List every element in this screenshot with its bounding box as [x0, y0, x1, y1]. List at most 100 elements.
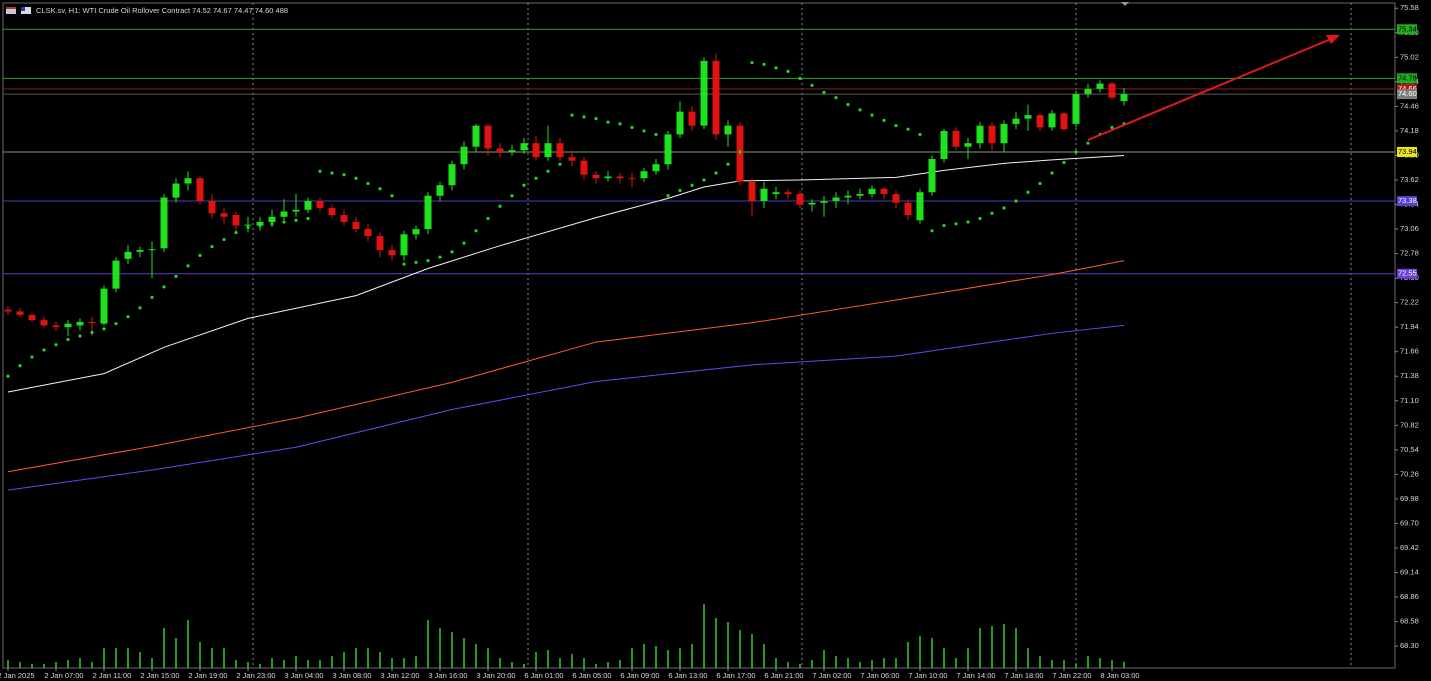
candle-body — [388, 250, 396, 256]
sar-dot — [6, 374, 10, 378]
moving-average — [7, 154, 1125, 393]
candle-body — [868, 188, 876, 195]
candle-body — [28, 314, 36, 321]
candle-body — [880, 188, 888, 195]
candle-body — [76, 321, 84, 326]
candle-body — [784, 192, 792, 195]
icon — [21, 7, 31, 14]
candle-body — [268, 216, 276, 223]
x-tick-label: 2 Jan 19:00 — [188, 671, 227, 680]
sar-dot — [762, 62, 766, 66]
x-tick-label: 6 Jan 01:00 — [524, 671, 563, 680]
sar-dot — [1050, 171, 1054, 175]
candle-body — [832, 197, 840, 202]
sar-dot — [870, 113, 874, 117]
candle-body — [244, 224, 252, 226]
icon — [21, 7, 25, 11]
candle-body — [4, 309, 12, 312]
candle-body — [1060, 113, 1068, 130]
sar-dot — [966, 220, 970, 224]
x-tick-label: 6 Jan 21:00 — [764, 671, 803, 680]
sar-dot — [1110, 125, 1114, 130]
sar-dot — [354, 176, 358, 180]
level-label: 74.60 — [1398, 89, 1417, 98]
sar-dot — [1074, 150, 1078, 154]
y-tick-label: 71.94 — [1400, 322, 1419, 331]
sar-dot — [1014, 199, 1018, 203]
sar-dot — [714, 171, 718, 175]
candle-body — [472, 125, 480, 147]
candle-body — [436, 185, 444, 196]
candle-body — [508, 150, 516, 152]
x-tick-label: 6 Jan 13:00 — [668, 671, 707, 680]
candle-body — [808, 202, 816, 205]
sar-dot — [918, 132, 922, 137]
sar-dot — [42, 348, 46, 352]
y-tick-label: 73.62 — [1400, 175, 1419, 184]
candle-body — [532, 143, 540, 158]
candle-body — [172, 183, 180, 198]
x-tick-label: 7 Jan 22:00 — [1052, 671, 1091, 680]
icon — [6, 7, 16, 9]
sar-dot — [438, 255, 442, 259]
candle-body — [376, 236, 384, 251]
sar-dot — [546, 169, 550, 173]
candle-body — [1084, 88, 1092, 95]
candle-body — [88, 321, 96, 323]
sar-dot — [606, 120, 610, 124]
sar-dot — [786, 69, 790, 73]
y-tick-label: 75.58 — [1400, 3, 1419, 12]
candle-body — [52, 325, 60, 328]
candle-body — [424, 195, 432, 230]
sar-dot — [930, 229, 934, 233]
candle-body — [976, 125, 984, 144]
sar-dot — [510, 194, 514, 198]
candle-body — [688, 111, 696, 126]
sar-dot — [210, 244, 214, 249]
candle-body — [1012, 118, 1020, 124]
sar-dot — [402, 262, 406, 266]
icon — [6, 7, 16, 14]
candle-body — [112, 260, 120, 289]
sar-dot — [282, 220, 286, 224]
x-tick-label: 7 Jan 02:00 — [812, 671, 851, 680]
sar-dot — [270, 222, 274, 226]
sar-dot — [450, 250, 454, 254]
level-label: 74.78 — [1398, 73, 1417, 82]
sar-dot — [78, 334, 82, 338]
candle-body — [64, 323, 72, 328]
candle-body — [460, 146, 468, 165]
candle-body — [1096, 83, 1104, 89]
candle-body — [328, 208, 336, 216]
level-label: 72.55 — [1398, 269, 1417, 278]
sar-dot — [174, 274, 178, 278]
candle-body — [160, 197, 168, 249]
candle-body — [412, 229, 420, 235]
candle-body — [604, 176, 612, 179]
x-tick-label: 3 Jan 04:00 — [284, 671, 323, 680]
x-tick-label: 6 Jan 17:00 — [716, 671, 755, 680]
y-tick-label: 72.78 — [1400, 249, 1419, 258]
level-label: 73.94 — [1398, 147, 1417, 156]
candle-body — [724, 125, 732, 135]
sar-dot — [486, 216, 490, 221]
candle-body — [844, 195, 852, 198]
sar-dot — [318, 169, 322, 173]
x-tick-label: 2 Jan 2025 — [0, 671, 35, 680]
plot — [4, 53, 1128, 668]
sar-dot — [798, 76, 802, 80]
sar-dot — [630, 125, 634, 130]
candle-body — [100, 288, 108, 324]
sar-dot — [558, 162, 562, 166]
candle-body — [592, 174, 600, 179]
y-tick-label: 69.42 — [1400, 543, 1419, 552]
y-tick-label: 68.58 — [1400, 617, 1419, 626]
candle-body — [856, 194, 864, 196]
levels — [3, 28, 1395, 275]
y-tick-label: 70.26 — [1400, 469, 1419, 478]
header-icons — [6, 7, 31, 14]
x-tick-label: 3 Jan 16:00 — [428, 671, 467, 680]
trend-arrow-head — [1326, 35, 1340, 44]
candle-body — [448, 164, 456, 186]
